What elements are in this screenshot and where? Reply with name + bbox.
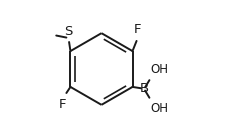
- Text: F: F: [133, 23, 140, 36]
- Text: F: F: [59, 98, 66, 111]
- Text: OH: OH: [150, 63, 168, 76]
- Text: S: S: [64, 25, 72, 38]
- Text: OH: OH: [150, 102, 168, 115]
- Text: B: B: [139, 82, 148, 95]
